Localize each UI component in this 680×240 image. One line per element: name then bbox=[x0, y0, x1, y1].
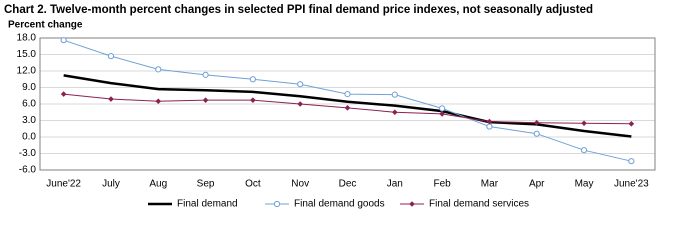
chart-title: Chart 2. Twelve-month percent changes in… bbox=[4, 4, 593, 16]
point bbox=[297, 101, 303, 107]
x-tick-label: Aug bbox=[149, 179, 167, 190]
y-axis-label: Percent change bbox=[8, 20, 83, 31]
point bbox=[107, 53, 115, 60]
y-tick-label: 0.0 bbox=[22, 132, 36, 143]
point bbox=[391, 91, 398, 98]
x-tick-label: June'22 bbox=[46, 179, 81, 190]
point bbox=[409, 201, 415, 207]
x-tick-label: Jan bbox=[387, 179, 403, 190]
x-tick-label: Sep bbox=[197, 179, 215, 190]
x-tick-label: June'23 bbox=[614, 179, 649, 190]
point bbox=[392, 109, 398, 116]
point bbox=[439, 105, 446, 112]
point bbox=[202, 97, 209, 103]
y-tick-label: 15.0 bbox=[17, 49, 37, 60]
x-tick-label: May bbox=[575, 179, 594, 190]
point bbox=[250, 97, 256, 103]
point bbox=[581, 120, 587, 127]
point bbox=[533, 119, 540, 126]
y-tick-label: 6.0 bbox=[22, 99, 36, 110]
x-tick-label: Mar bbox=[481, 179, 499, 190]
point bbox=[628, 121, 635, 127]
point bbox=[344, 91, 351, 98]
point bbox=[273, 200, 281, 208]
y-tick-label: -6.0 bbox=[19, 165, 37, 176]
chart: Chart 2. Twelve-month percent changes in… bbox=[4, 4, 656, 210]
point bbox=[60, 37, 67, 44]
point bbox=[249, 76, 256, 83]
x-tick-label: Apr bbox=[529, 179, 545, 190]
x-tick-label: Nov bbox=[291, 179, 309, 190]
point bbox=[202, 71, 209, 78]
y-tick-label: 18.0 bbox=[17, 33, 37, 44]
plot-frame bbox=[39, 37, 656, 171]
point bbox=[344, 105, 351, 111]
x-tick-label: Oct bbox=[245, 179, 261, 190]
legend-label: Final demand bbox=[177, 199, 238, 210]
point bbox=[580, 147, 588, 154]
x-tick-label: July bbox=[102, 179, 120, 190]
point bbox=[155, 66, 162, 73]
legend-label: Final demand services bbox=[429, 199, 529, 210]
point bbox=[60, 91, 67, 97]
y-tick-label: 12.0 bbox=[17, 66, 37, 77]
point bbox=[628, 158, 635, 165]
point bbox=[486, 118, 493, 125]
point bbox=[486, 123, 493, 130]
point bbox=[108, 96, 114, 102]
point bbox=[439, 111, 445, 117]
x-tick-label: Feb bbox=[433, 179, 451, 190]
x-tick-label: Dec bbox=[339, 179, 357, 190]
y-tick-label: -3.0 bbox=[19, 148, 37, 159]
point bbox=[297, 81, 304, 88]
point bbox=[533, 130, 540, 137]
legend-label: Final demand goods bbox=[294, 199, 385, 210]
y-tick-label: 9.0 bbox=[22, 82, 36, 93]
y-tick-label: 3.0 bbox=[22, 115, 36, 126]
point bbox=[155, 98, 162, 105]
